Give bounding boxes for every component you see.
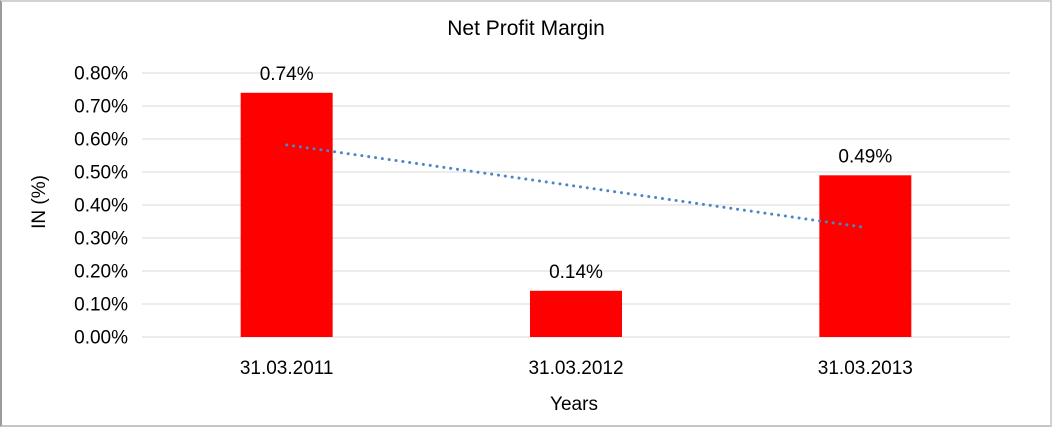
y-tick-label: 0.00% [74,328,128,349]
chart-title: Net Profit Margin [447,17,605,40]
x-axis-title: Years [550,394,598,415]
y-tick-label: 0.60% [74,130,128,151]
x-category-label: 31.03.2013 [818,358,913,379]
y-tick-label: 0.80% [74,64,128,85]
trendline [285,143,867,229]
x-category-label: 31.03.2011 [240,358,334,379]
bar-data-label: 0.14% [549,262,603,283]
y-tick-label: 0.20% [74,262,128,283]
bar-data-label: 0.49% [838,146,892,167]
bar-data-label: 0.74% [260,64,314,85]
y-tick-label: 0.40% [74,196,128,217]
bar [530,290,622,337]
x-category-label: 31.03.2012 [528,358,623,379]
bar [819,175,912,337]
bar [240,92,333,337]
y-tick-label: 0.30% [74,229,128,250]
y-tick-label: 0.10% [74,295,128,316]
y-tick-label: 0.70% [74,97,128,118]
y-tick-label: 0.50% [74,163,128,184]
